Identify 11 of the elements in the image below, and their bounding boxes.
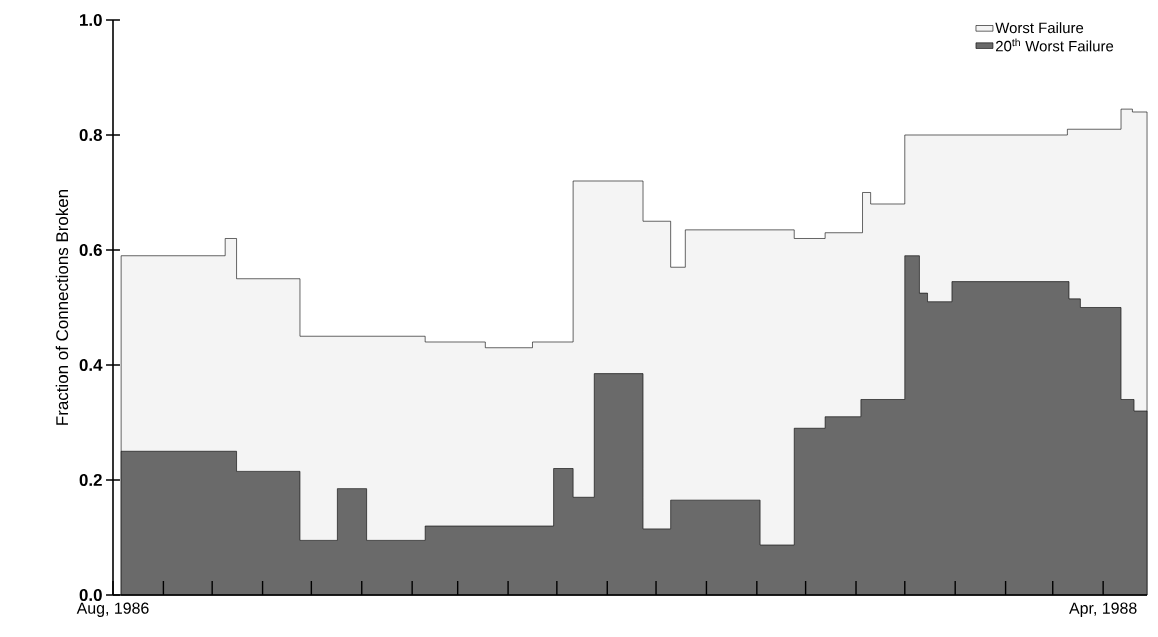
y-tick-label: 0.4	[79, 359, 103, 371]
y-tick-label: 1.0	[80, 13, 102, 26]
x-tick-label: Apr, 1988	[1069, 602, 1137, 617]
y-tick-label: 0.0	[79, 589, 102, 601]
y-tick-label: 0.6	[79, 244, 102, 256]
y-tick-label: 0.2	[79, 474, 102, 486]
legend-label: Worst Failure	[995, 22, 1084, 34]
y-tick-label: 0.8	[79, 129, 102, 141]
x-tick-label: Aug, 1986	[76, 602, 149, 617]
legend-label: 20$^{th}$ Worst Failure	[996, 38, 1114, 52]
y-axis-title: Fraction of Connections Broken	[55, 190, 69, 425]
